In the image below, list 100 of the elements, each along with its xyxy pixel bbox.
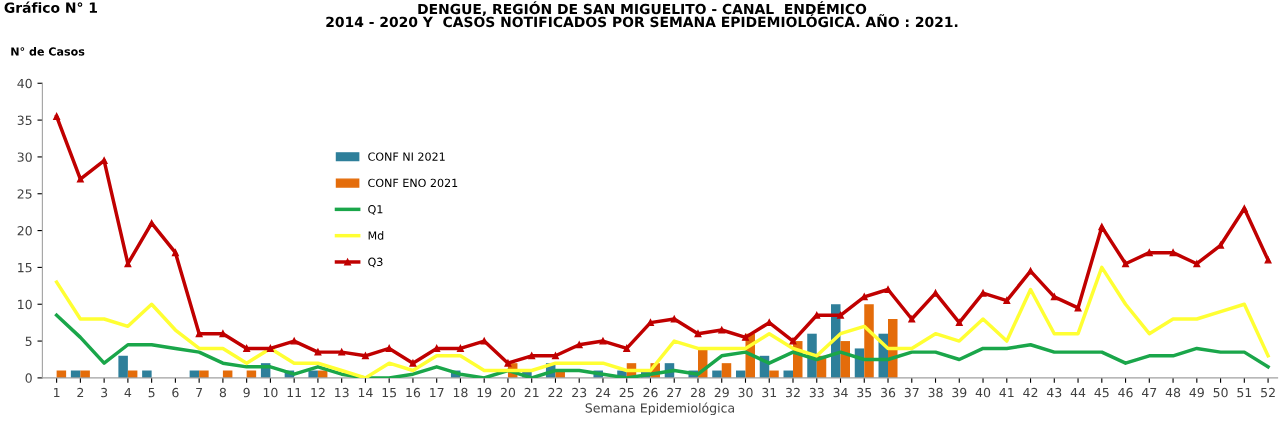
point: [100, 157, 108, 165]
x-tick-label: 41: [999, 388, 1014, 398]
x-tick-label: 5: [148, 388, 155, 398]
legend-label: Q3: [368, 257, 383, 268]
x-tick-label: 27: [667, 387, 682, 398]
point: [932, 289, 939, 297]
point: [1050, 293, 1058, 301]
y-axis-title: N° de Casos: [11, 47, 85, 56]
x-tick-label: 28: [690, 387, 706, 398]
text: Gráfico N° 1: [4, 1, 97, 13]
x-tick-label: 52: [1261, 387, 1275, 398]
x-tick-label: 8: [219, 387, 227, 398]
x-tick-label: 50: [1213, 387, 1228, 398]
point: [480, 337, 488, 345]
point: [338, 348, 346, 356]
y-tick-label: 35: [17, 115, 32, 126]
point: [76, 175, 84, 183]
point: [409, 359, 417, 367]
point: [1193, 260, 1201, 268]
point: [1240, 205, 1248, 212]
point: [361, 352, 369, 360]
point: [53, 112, 61, 120]
point: [148, 219, 156, 227]
x-tick-label: 7: [196, 388, 203, 398]
x-tick-label: 39: [952, 387, 967, 398]
x-tick-label: 15: [382, 388, 397, 398]
point: [813, 311, 821, 319]
point: [647, 319, 654, 327]
x-tick-label: 32: [786, 387, 800, 398]
x-tick-label: 29: [714, 387, 729, 398]
x-axis-title: Semana Epidemiológica: [585, 402, 734, 416]
y-tick-label: 30: [17, 152, 32, 162]
point: [718, 326, 726, 334]
point: [266, 344, 274, 352]
point: [1169, 249, 1177, 257]
point: [837, 311, 844, 319]
x-tick-label: 47: [1141, 388, 1157, 398]
point: [623, 344, 631, 352]
point: [456, 344, 464, 352]
point: [884, 286, 892, 293]
point: [195, 330, 203, 338]
x-tick-label: 25: [619, 387, 634, 398]
y-tick-label: 5: [25, 336, 32, 346]
bar: [118, 355, 128, 378]
point: [1027, 267, 1035, 275]
x-tick-label: 46: [1118, 387, 1133, 398]
legend-label: Q1: [368, 205, 383, 215]
y-tick-label: 40: [17, 78, 32, 89]
point: [979, 289, 987, 297]
point: [908, 315, 916, 323]
x-tick-label: 44: [1070, 388, 1086, 398]
x-tick-label: 14: [358, 388, 373, 398]
x-tick-label: 10: [263, 387, 278, 398]
point: [1264, 256, 1272, 264]
point: [243, 344, 251, 352]
y-tick-label: 10: [18, 299, 32, 310]
point: [1098, 223, 1106, 231]
x-tick-label: 3: [101, 387, 108, 398]
bar: [721, 363, 732, 378]
line-series: [54, 313, 1270, 378]
point: [219, 330, 227, 338]
chart-title: DENGUE, REGIÓN DE SAN MIGUELITO - CANAL ENDÉMICO 2014 - 2020 Y CASOS NOTIFICADOS POR SEMANA EPIDEMIOLÓGICA. AÑO : 2021.: [326, 1, 958, 28]
x-tick-label: 31: [762, 387, 777, 398]
point: [290, 337, 298, 345]
point: [575, 341, 583, 349]
point: [385, 344, 393, 352]
y-tick-label: 0: [25, 373, 32, 383]
legend-label: CONF ENO 2021: [368, 178, 458, 188]
point: [1003, 297, 1011, 305]
x-tick-label: 23: [572, 387, 587, 398]
x-tick-label: 34: [833, 387, 848, 398]
x-tick-label: 51: [1237, 388, 1252, 398]
x-tick-label: 22: [548, 387, 563, 398]
point: [599, 337, 607, 345]
x-tick-label: 19: [477, 387, 492, 398]
x-tick-label: 18: [453, 387, 468, 398]
x-tick-label: 36: [881, 387, 896, 398]
x-tick-label: 1: [54, 388, 60, 398]
x-tick-label: 4: [124, 388, 132, 398]
y-tick-label: 15: [18, 263, 32, 273]
point: [694, 330, 702, 338]
point: [171, 249, 179, 257]
point: [742, 333, 749, 341]
x-tick-label: 49: [1189, 387, 1204, 398]
x-tick-label: 2: [77, 387, 84, 398]
x-tick-label: 24: [595, 387, 611, 398]
x-tick-label: 20: [500, 387, 516, 398]
x-tick-label: 11: [287, 388, 301, 398]
x-tick-label: 48: [1165, 387, 1181, 398]
legend-label: CONF NI 2021: [368, 152, 445, 161]
x-tick-label: 40: [975, 387, 991, 398]
x-tick-label: 26: [643, 387, 658, 398]
x-tick-label: 38: [928, 387, 943, 398]
point: [528, 352, 536, 360]
point: [1145, 249, 1153, 257]
point: [1217, 241, 1225, 249]
point: [433, 344, 441, 352]
y-tick-label: 20: [17, 226, 32, 236]
point: [1122, 260, 1130, 268]
x-tick-label: 16: [406, 387, 421, 398]
